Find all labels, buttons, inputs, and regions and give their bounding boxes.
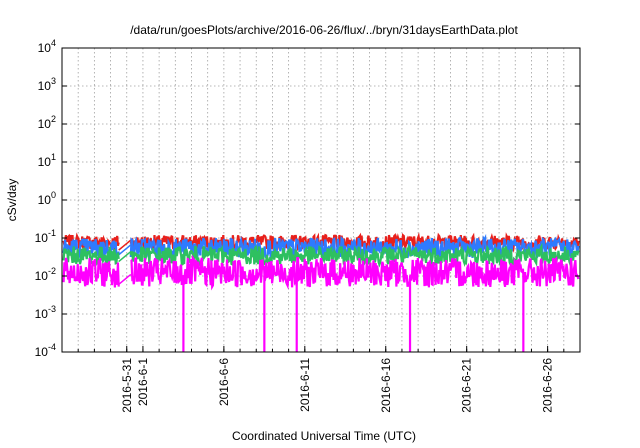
- x-tick-label: 2016-6-11: [298, 358, 312, 412]
- y-tick-label: 10-1: [35, 228, 56, 245]
- axis-ticks: [62, 47, 580, 353]
- chart-title: /data/run/goesPlots/archive/2016-06-26/f…: [130, 23, 518, 37]
- series-line: [62, 254, 580, 352]
- y-tick-label: 10-3: [35, 304, 56, 321]
- y-tick-label: 101: [38, 152, 56, 169]
- series-trace: [62, 257, 120, 288]
- y-tick-label: 104: [38, 38, 56, 55]
- series-layer: [62, 232, 580, 352]
- gap-connector: [118, 239, 132, 251]
- y-tick-label: 10-2: [35, 266, 56, 283]
- x-tick-label: 2016-6-21: [460, 358, 474, 413]
- y-axis-label: cSv/day: [5, 179, 19, 222]
- y-tick-label: 103: [38, 76, 56, 93]
- y-tick-label: 100: [38, 190, 56, 207]
- grid-lines: [62, 48, 580, 352]
- x-tick-label: 2016-6-1: [136, 358, 150, 406]
- x-axis-label: Coordinated Universal Time (UTC): [232, 429, 416, 443]
- y-tick-labels: 10-4 10-3 10-2 10-1 100 101 102 103 104: [35, 38, 56, 359]
- x-tick-labels: 2016-5-31 2016-6-1 2016-6-6 2016-6-11 2016-6…: [120, 358, 555, 413]
- series-trace: [129, 233, 580, 261]
- gap-connector: [118, 244, 132, 256]
- y-tick-label: 102: [38, 114, 56, 131]
- x-tick-label: 2016-6-16: [379, 358, 393, 413]
- gap-connector: [118, 273, 132, 286]
- x-tick-label: 2016-6-6: [217, 358, 231, 406]
- y-tick-label: 10-4: [35, 342, 56, 359]
- series-trace: [130, 254, 580, 291]
- series-trace: [62, 246, 120, 267]
- gap-connector: [118, 250, 132, 263]
- x-tick-label: 2016-6-26: [541, 358, 555, 413]
- x-tick-label: 2016-5-31: [120, 358, 134, 413]
